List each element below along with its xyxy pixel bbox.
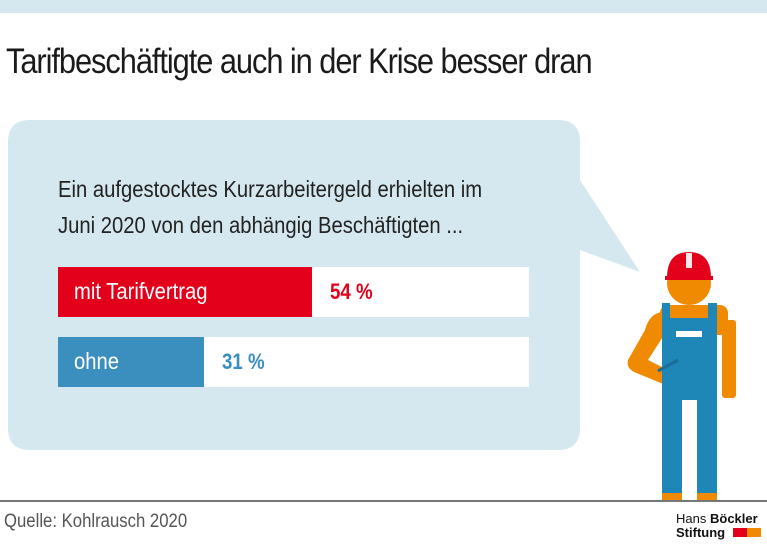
chart-title: Tarifbeschäftigte auch in der Krise bess… [6, 42, 593, 81]
hans-boeckler-logo: Hans Böckler Stiftung [676, 512, 761, 540]
source-note: Quelle: Kohlrausch 2020 [4, 511, 188, 532]
subtitle-line-1: Ein aufgestocktes Kurzarbeitergeld erhie… [58, 176, 483, 202]
bar-track: ohne 31 % [58, 337, 529, 387]
subtitle-line-2: Juni 2020 von den abhängig Beschäftigten… [58, 212, 464, 238]
worker-icon [627, 252, 736, 500]
wrench-icon [657, 358, 679, 373]
bar-1: ohne [58, 337, 204, 387]
bar-label: mit Tarifvertrag [74, 278, 208, 304]
top-bar [0, 0, 767, 13]
bar-track: mit Tarifvertrag 54 % [58, 267, 529, 317]
bar-label: ohne [74, 348, 120, 374]
value-label: 54 % [330, 279, 373, 304]
bar-0: mit Tarifvertrag [58, 267, 313, 317]
value-label: 31 % [222, 349, 265, 374]
